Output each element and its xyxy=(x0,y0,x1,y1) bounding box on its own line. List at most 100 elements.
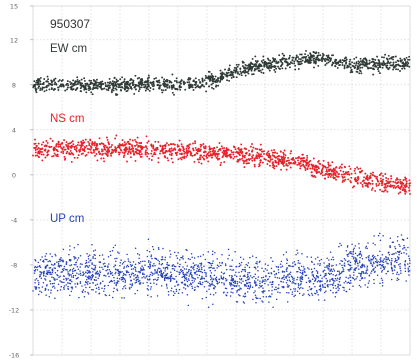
data-point xyxy=(135,279,137,282)
data-point xyxy=(156,269,159,271)
data-point xyxy=(382,60,385,63)
data-point xyxy=(147,88,150,91)
data-point xyxy=(107,284,109,287)
data-point xyxy=(361,63,364,66)
data-point xyxy=(124,284,126,287)
data-point xyxy=(376,62,379,65)
data-point xyxy=(194,86,197,89)
data-point xyxy=(297,60,300,63)
data-point xyxy=(51,84,53,87)
data-point xyxy=(46,258,48,261)
data-point xyxy=(353,67,356,69)
data-point xyxy=(259,282,261,285)
data-point xyxy=(118,274,120,277)
data-point xyxy=(369,175,372,177)
data-point xyxy=(49,146,51,149)
data-point xyxy=(263,280,265,282)
data-point xyxy=(193,257,196,259)
data-point xyxy=(122,272,125,275)
data-point xyxy=(189,78,191,81)
data-point xyxy=(129,275,132,278)
data-point xyxy=(241,150,244,153)
data-point xyxy=(263,290,266,292)
data-point xyxy=(343,67,346,70)
data-point xyxy=(211,253,214,256)
data-point xyxy=(49,137,52,140)
data-point xyxy=(88,286,91,288)
data-point xyxy=(92,86,95,89)
data-point xyxy=(156,148,159,151)
data-point xyxy=(281,58,284,61)
data-point xyxy=(81,285,83,287)
data-point xyxy=(95,147,98,150)
data-point xyxy=(40,277,43,280)
data-point xyxy=(285,162,288,165)
data-point xyxy=(86,269,89,272)
data-point xyxy=(108,84,111,87)
data-point xyxy=(129,263,132,266)
data-point xyxy=(303,159,306,162)
data-point xyxy=(171,87,173,90)
data-point xyxy=(209,150,212,153)
data-point xyxy=(265,275,267,278)
data-point xyxy=(201,80,204,83)
data-point xyxy=(251,276,253,279)
data-point xyxy=(240,282,243,284)
data-point xyxy=(39,259,42,261)
data-point xyxy=(358,247,361,249)
data-point xyxy=(293,295,295,298)
data-point xyxy=(59,260,61,263)
data-point xyxy=(131,283,134,285)
data-point xyxy=(236,71,239,74)
data-point xyxy=(32,86,35,89)
data-point xyxy=(252,146,255,149)
data-point xyxy=(129,151,132,154)
data-point xyxy=(35,81,38,84)
data-point xyxy=(286,259,289,262)
data-point xyxy=(377,64,379,67)
data-point xyxy=(276,152,279,155)
data-point xyxy=(286,159,289,162)
data-point xyxy=(171,91,174,94)
data-point xyxy=(392,253,394,255)
data-point xyxy=(153,77,156,80)
data-point xyxy=(304,268,306,270)
data-point xyxy=(59,143,62,146)
data-point xyxy=(123,154,126,157)
data-point xyxy=(255,155,258,158)
data-point xyxy=(345,290,348,293)
data-point xyxy=(243,166,246,169)
data-point xyxy=(253,165,256,168)
data-point xyxy=(399,182,402,185)
data-point xyxy=(285,275,288,278)
data-point xyxy=(273,155,276,158)
data-point xyxy=(201,297,204,300)
data-point xyxy=(358,261,361,264)
data-point xyxy=(293,60,296,63)
data-point xyxy=(238,271,240,274)
data-point xyxy=(51,282,54,285)
data-point xyxy=(171,73,174,76)
data-point xyxy=(194,146,197,149)
data-point xyxy=(291,59,294,62)
data-point xyxy=(57,141,60,144)
data-point xyxy=(368,259,371,262)
data-point xyxy=(192,142,194,145)
data-point xyxy=(379,177,382,180)
data-point xyxy=(147,79,150,82)
data-point xyxy=(379,258,381,260)
data-point xyxy=(348,165,351,168)
data-point xyxy=(403,67,406,70)
data-point xyxy=(296,156,299,159)
data-point xyxy=(49,253,52,255)
data-point xyxy=(35,91,38,94)
data-point xyxy=(138,262,141,265)
data-point xyxy=(407,255,410,257)
data-point xyxy=(84,82,87,85)
data-point xyxy=(288,161,291,164)
data-point xyxy=(87,280,89,283)
data-point xyxy=(113,282,116,284)
data-point xyxy=(243,302,246,304)
data-point xyxy=(116,277,119,279)
data-point xyxy=(267,284,269,286)
